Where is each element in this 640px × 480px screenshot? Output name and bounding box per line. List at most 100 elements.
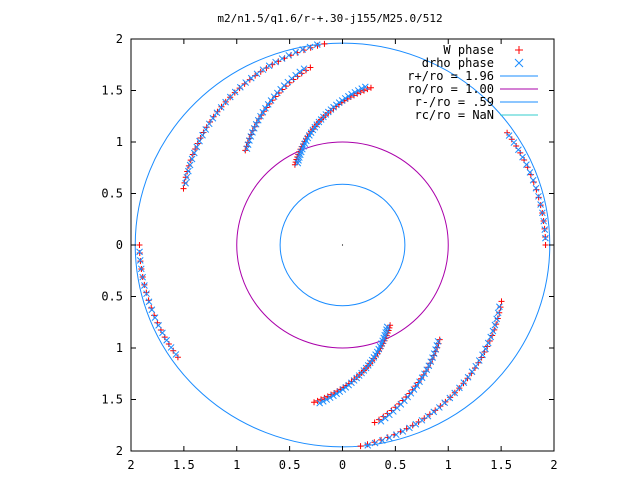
- point-w-phase-168: [311, 399, 318, 406]
- point-w-phase-108: [170, 347, 177, 354]
- y-tick-label: 2: [116, 444, 123, 458]
- point-drho-phase-4: [285, 51, 293, 59]
- point-w-phase-33: [180, 185, 187, 192]
- point-drho-phase-10: [247, 74, 255, 82]
- legend-swatch-1: [514, 58, 524, 68]
- point-w-phase-213: [527, 171, 534, 178]
- point-drho-phase-94: [159, 329, 166, 337]
- point-drho-phase-107: [424, 412, 432, 420]
- point-w-phase-100: [143, 289, 150, 296]
- legend-swatch-0: [515, 46, 523, 54]
- point-drho-phase-123: [489, 327, 497, 335]
- x-tick-label: 1: [233, 458, 240, 472]
- point-drho-phase-24: [190, 149, 198, 157]
- point-drho-phase-116: [468, 368, 476, 376]
- point-drho-phase-117: [472, 362, 480, 370]
- point-drho-phase-139: [416, 378, 423, 386]
- point-w-phase-94: [136, 242, 143, 248]
- point-drho-phase-103: [399, 428, 407, 435]
- point-w-phase-95: [136, 250, 143, 257]
- point-drho-phase-29: [182, 179, 189, 187]
- point-drho-phase-137: [410, 386, 418, 393]
- point-drho-phase-129: [381, 414, 389, 422]
- point-drho-phase-26: [186, 161, 194, 169]
- point-drho-phase-126: [494, 309, 502, 317]
- point-drho-phase-102: [392, 431, 400, 439]
- data-points: [136, 40, 549, 450]
- point-drho-phase-90: [145, 298, 153, 306]
- point-drho-phase-86: [137, 265, 145, 273]
- x-tick-label: 2: [550, 458, 557, 472]
- point-drho-phase-182: [542, 234, 549, 242]
- chart-title: m2/n1.5/q1.6/r-+.30-j155/M25.0/512: [217, 12, 442, 25]
- point-drho-phase-106: [418, 416, 426, 424]
- point-w-phase-92: [292, 159, 299, 166]
- point-drho-phase-193: [515, 146, 522, 154]
- point-drho-phase-151: [319, 398, 327, 405]
- point-drho-phase-17: [213, 109, 221, 117]
- point-drho-phase-187: [535, 192, 542, 200]
- point-drho-phase-195: [505, 132, 513, 139]
- point-drho-phase-156: [336, 388, 344, 396]
- point-drho-phase-96: [167, 344, 175, 351]
- point-w-phase-202: [386, 324, 393, 331]
- point-drho-phase-118: [475, 357, 483, 364]
- point-drho-phase-3: [292, 48, 300, 56]
- point-drho-phase-121: [484, 339, 492, 347]
- point-drho-phase-144: [427, 358, 435, 366]
- point-drho-phase-186: [537, 201, 544, 208]
- point-drho-phase-150: [316, 399, 324, 407]
- point-drho-phase-153: [326, 394, 334, 402]
- point-drho-phase-40: [264, 101, 272, 108]
- point-w-phase-0: [321, 40, 328, 47]
- y-tick-label: 0: [116, 238, 123, 252]
- point-drho-phase-128: [377, 417, 385, 425]
- origin-point: [341, 244, 344, 246]
- x-tick-label: 1: [445, 458, 452, 472]
- point-w-phase-110: [357, 443, 364, 450]
- legend-label-4: r-/ro = .59: [415, 95, 494, 109]
- point-drho-phase-115: [464, 373, 472, 381]
- point-drho-phase-146: [430, 350, 438, 357]
- point-drho-phase-95: [163, 336, 170, 344]
- point-drho-phase-155: [333, 390, 341, 398]
- point-drho-phase-59: [338, 97, 346, 104]
- point-w-phase-141: [496, 309, 503, 316]
- point-drho-phase-56: [348, 90, 355, 98]
- y-tick-label: 1: [116, 135, 123, 149]
- point-drho-phase-22: [196, 137, 203, 145]
- point-drho-phase-136: [407, 389, 415, 397]
- point-w-phase-219: [504, 129, 511, 136]
- point-drho-phase-1: [306, 43, 314, 51]
- point-w-phase-132: [475, 359, 482, 366]
- point-drho-phase-16: [217, 104, 225, 111]
- x-tick-label: 1.5: [490, 458, 512, 472]
- point-drho-phase-143: [425, 362, 433, 370]
- point-drho-phase-5: [278, 55, 286, 62]
- point-drho-phase-88: [141, 282, 148, 289]
- point-w-phase-1: [314, 42, 321, 49]
- circle-series-4: [279, 183, 406, 307]
- point-drho-phase-97: [172, 351, 180, 358]
- point-w-phase-205: [542, 233, 549, 240]
- point-drho-phase-9: [253, 70, 261, 78]
- point-drho-phase-91: [148, 306, 156, 314]
- point-drho-phase-109: [435, 404, 443, 411]
- point-drho-phase-53: [358, 85, 366, 92]
- point-drho-phase-43: [257, 112, 264, 120]
- point-drho-phase-145: [429, 354, 436, 361]
- point-drho-phase-99: [371, 439, 379, 447]
- point-w-phase-34: [307, 64, 314, 71]
- point-drho-phase-85: [136, 257, 144, 264]
- point-w-phase-22: [203, 124, 210, 131]
- point-drho-phase-54: [354, 87, 362, 94]
- legend-label-0: W phase: [443, 43, 494, 57]
- point-drho-phase-104: [406, 424, 413, 432]
- point-drho-phase-28: [183, 173, 191, 181]
- point-drho-phase-47: [249, 129, 256, 136]
- point-drho-phase-89: [143, 290, 150, 298]
- point-drho-phase-38: [270, 93, 278, 101]
- point-drho-phase-194: [510, 139, 518, 146]
- point-w-phase-109: [174, 354, 181, 361]
- point-drho-phase-120: [482, 345, 489, 353]
